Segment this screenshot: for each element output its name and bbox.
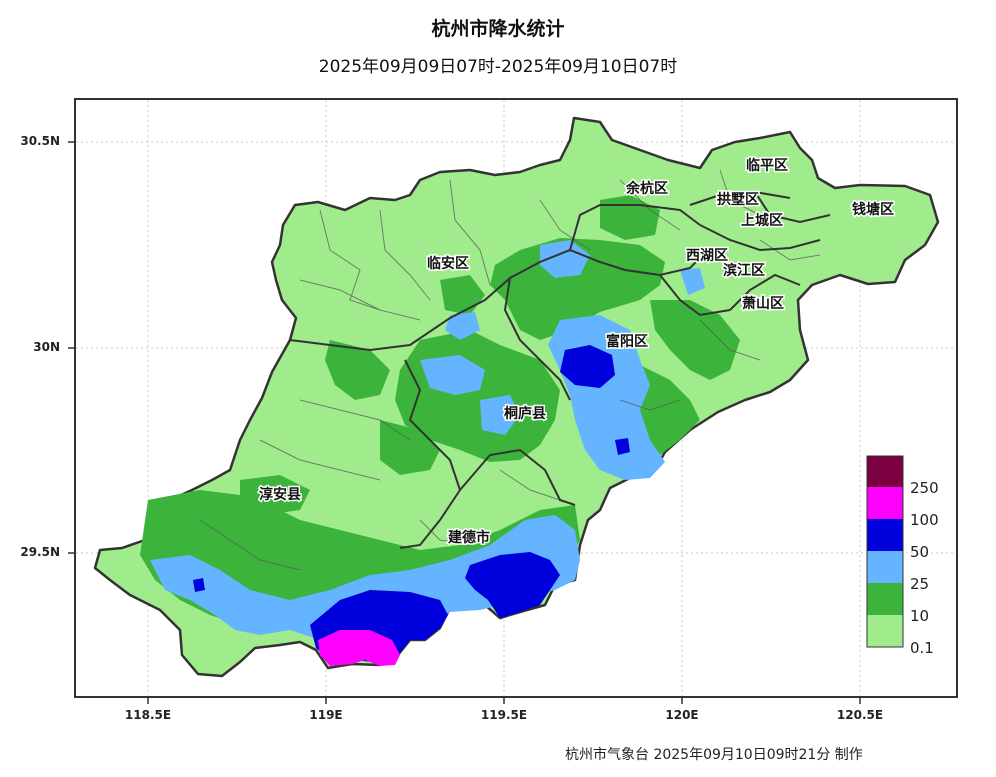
place-label-xiaoshan: 萧山区 [742, 295, 784, 312]
legend-swatch-250plus [867, 456, 903, 487]
legend-swatch-100-250 [867, 487, 903, 519]
lon-label-119e: 119E [309, 708, 343, 722]
place-label-gongshu: 拱墅区 [717, 191, 759, 208]
township-boundaries [199, 169, 821, 571]
place-label-fuyang: 富阳区 [606, 333, 648, 350]
legend-label: 10 [910, 607, 929, 625]
precipitation-legend: 250 100 50 25 10 0.1 [866, 455, 939, 657]
place-label-linan: 临安区 [427, 255, 469, 272]
legend-label: 25 [910, 575, 929, 593]
legend-label: 100 [910, 511, 939, 529]
map-title: 杭州市降水统计 [431, 18, 565, 40]
legend-label: 50 [910, 543, 929, 561]
lon-label-119-5e: 119.5E [480, 708, 528, 722]
lat-label-29-5n: 29.5N [20, 545, 60, 559]
map-credit: 杭州市气象台 2025年09月10日09时21分 制作 [565, 747, 863, 763]
legend-swatch-25-50 [867, 551, 903, 583]
legend-label: 0.1 [910, 639, 934, 657]
legend-swatch-10-25 [867, 583, 903, 615]
rain-100-250-area [318, 630, 400, 666]
legend-swatch-0-10 [867, 615, 903, 647]
district-boundaries [289, 190, 831, 549]
lon-label-118-5e: 118.5E [124, 708, 172, 722]
lon-label-120e: 120E [665, 708, 699, 722]
place-label-xihu: 西湖区 [686, 248, 728, 264]
place-label-jiande: 建德市 [448, 529, 490, 546]
place-label-qiantang: 钱塘区 [852, 201, 894, 218]
legend-swatch-50-100 [867, 519, 903, 551]
place-label-linping: 临平区 [746, 157, 788, 174]
place-label-yuhang: 余杭区 [625, 180, 668, 197]
place-label-binjiang: 滨江区 [723, 262, 765, 279]
place-label-tonglu: 桐庐县 [504, 405, 546, 422]
place-label-chunan: 淳安县 [259, 486, 301, 503]
lon-label-120-5e: 120.5E [836, 708, 884, 722]
lat-label-30n: 30N [33, 340, 60, 354]
place-label-shangcheng: 上城区 [741, 212, 783, 229]
lat-label-30-5n: 30.5N [20, 134, 60, 148]
axis-ticks [68, 141, 861, 704]
map-subtitle: 2025年09月09日07时-2025年09月10日07时 [318, 57, 678, 77]
place-labels: 临平区 余杭区 拱墅区 上城区 钱塘区 临安区 西湖区 滨江区 萧山区 富阳区 … [258, 156, 896, 548]
legend-label: 250 [910, 479, 939, 497]
